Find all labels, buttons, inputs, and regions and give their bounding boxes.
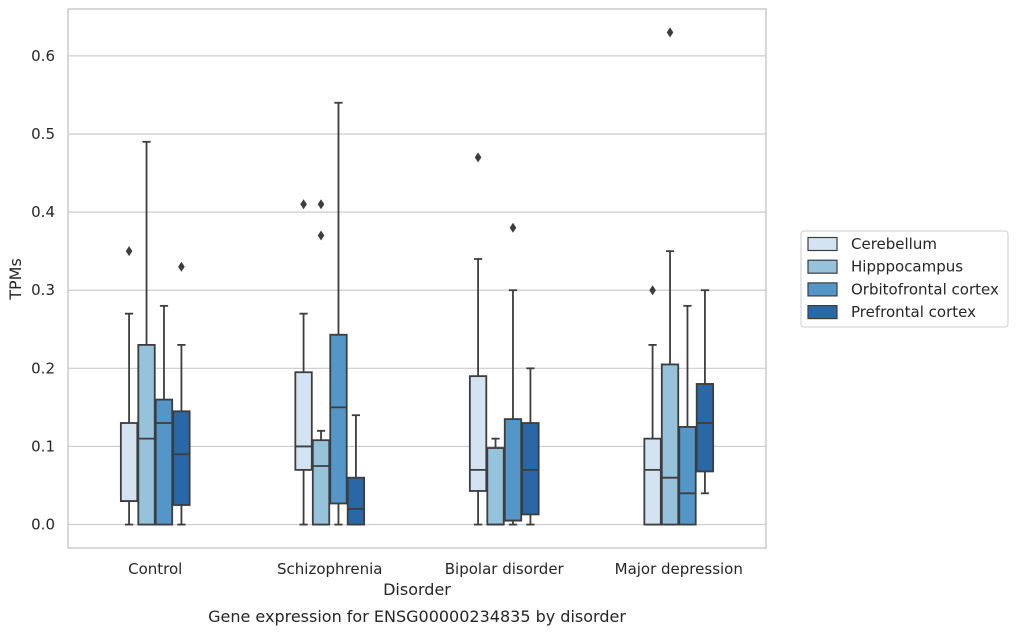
box-series-layer [119, 27, 715, 526]
y-tick-label: 0.0 [31, 516, 55, 534]
plot-area-frame [67, 8, 767, 549]
legend-label: Cerebellum [851, 235, 937, 253]
series-hipppocampus [137, 27, 680, 526]
x-tick-label: Bipolar disorder [445, 560, 565, 578]
box [294, 371, 313, 471]
box [660, 363, 680, 526]
box [503, 418, 523, 522]
box [154, 398, 174, 526]
outlier-point [300, 199, 307, 210]
box [678, 426, 697, 526]
x-tick-label: Control [128, 560, 182, 578]
legend-swatch [807, 305, 838, 320]
outlier-point [125, 246, 133, 257]
series-prefrontal-cortex [172, 261, 715, 526]
box [643, 437, 662, 526]
legend-frame [800, 230, 1009, 328]
outlier-point [649, 285, 656, 296]
legend-swatch [807, 282, 838, 297]
box [311, 439, 331, 526]
series-cerebellum [119, 152, 662, 526]
box [119, 422, 139, 503]
figure-caption: Gene expression for ENSG00000234835 by d… [208, 607, 626, 626]
box [468, 375, 488, 492]
outlier-point [509, 222, 517, 233]
y-tick-label: 0.2 [31, 359, 55, 377]
box [329, 333, 348, 505]
legend: Cerebellum Hipppocampus Orbitofrontal cort… [800, 230, 1009, 328]
y-axis-label: TPMs [6, 258, 25, 301]
series-orbitofrontal-cortex [154, 101, 697, 526]
x-tick-label: Schizophrenia [277, 560, 382, 578]
x-axis-label: Disorder [383, 580, 451, 599]
box [346, 476, 366, 526]
legend-label: Orbitofrontal cortex [851, 280, 999, 298]
outlier-point [317, 230, 325, 241]
outlier-point [474, 152, 482, 163]
legend-label: Prefrontal cortex [851, 303, 976, 321]
outlier-point [666, 27, 674, 38]
y-tick-label: 0.1 [31, 437, 55, 455]
outlier-point [178, 261, 185, 272]
legend-swatch [807, 259, 838, 274]
y-tick-label: 0.5 [31, 125, 55, 143]
box [172, 410, 191, 506]
legend-swatch [807, 236, 838, 252]
y-tick-label: 0.4 [31, 203, 55, 221]
y-tick-label: 0.6 [31, 47, 55, 65]
box [137, 343, 156, 526]
outlier-point [317, 199, 325, 210]
box [521, 422, 540, 516]
y-tick-labels: 0.0 0.1 0.2 0.3 0.4 0.5 0.6 [31, 47, 55, 534]
y-tick-label: 0.3 [31, 281, 55, 299]
x-tick-labels: Control Schizophrenia Bipolar disorder Majo… [128, 560, 743, 578]
legend-label: Hipppocampus [851, 258, 963, 276]
box [695, 383, 715, 473]
x-tick-label: Major depression [615, 560, 743, 578]
box [486, 447, 505, 526]
